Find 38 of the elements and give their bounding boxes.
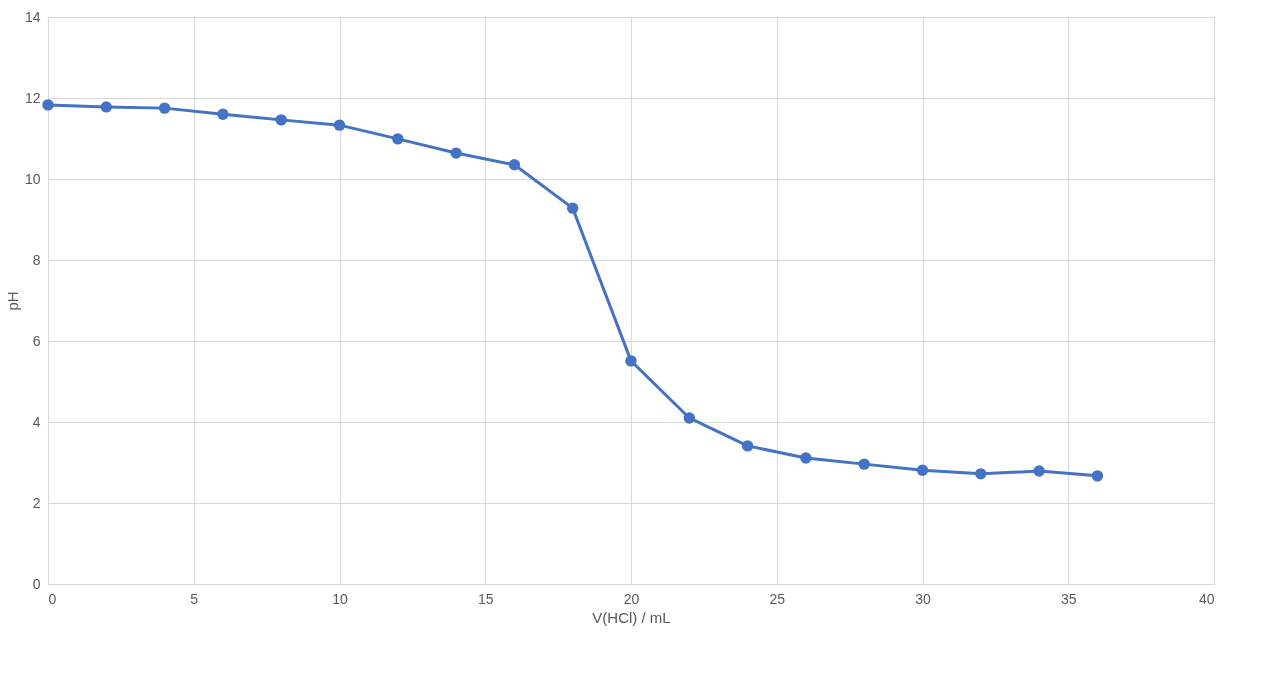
y-tick-label: 4: [32, 413, 41, 430]
y-axis-title: pH: [3, 291, 21, 311]
x-tick-label: 40: [1198, 590, 1215, 607]
point: [217, 108, 229, 120]
x-tick-label: 10: [332, 590, 348, 607]
x-tick-label: 5: [190, 590, 199, 607]
point: [42, 99, 54, 111]
point: [916, 464, 929, 476]
y-tick-label: 0: [32, 575, 41, 592]
y-tick-label: 10: [24, 170, 41, 187]
point: [1033, 465, 1045, 477]
point: [1091, 470, 1104, 482]
y-tick-label: 6: [32, 332, 41, 349]
point: [800, 452, 812, 464]
x-tick-label: 0: [48, 590, 57, 607]
x-tick-label: 35: [1060, 590, 1077, 607]
point: [975, 468, 987, 480]
point: [625, 355, 637, 367]
x-axis-title: V(HCl) / mL: [592, 608, 671, 626]
point: [100, 101, 112, 113]
y-tick-label: 12: [24, 89, 41, 106]
x-tick-label: 20: [623, 590, 640, 607]
point: [683, 412, 695, 424]
x-tick-label: 15: [477, 590, 494, 607]
y-tick-label: 2: [32, 494, 41, 511]
point: [392, 133, 404, 145]
point: [741, 440, 754, 452]
point: [858, 458, 870, 470]
point: [333, 119, 346, 131]
y-tick-label: 14: [24, 8, 41, 25]
point: [567, 202, 579, 214]
point: [275, 114, 287, 126]
x-tick-label: 30: [915, 590, 931, 607]
point: [508, 159, 521, 171]
x-tick-label: 25: [769, 590, 786, 607]
point: [158, 102, 171, 114]
point: [450, 147, 462, 159]
y-tick-label: 8: [32, 251, 41, 268]
